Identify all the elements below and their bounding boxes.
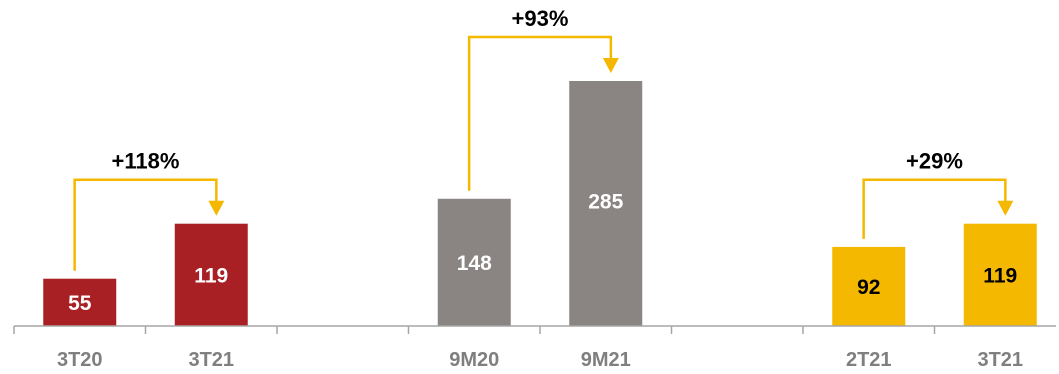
x-tick-label-0: 3T20 xyxy=(57,349,103,371)
data-label-5: 119 xyxy=(983,264,1017,287)
bar-3t21-5 xyxy=(963,223,1037,326)
bar-2t21-4 xyxy=(832,246,906,326)
growth-arrow-line-0 xyxy=(73,178,218,271)
growth-label-0: +118% xyxy=(112,149,180,174)
bar-3t21-1 xyxy=(174,223,248,326)
growth-arrow-head-1 xyxy=(602,58,619,73)
data-label-0: 55 xyxy=(68,292,92,315)
bar-9m21-3 xyxy=(569,81,643,326)
x-tick-label-3: 9M21 xyxy=(581,349,631,371)
bar-3t20-0 xyxy=(43,278,117,326)
growth-arrow-head-0 xyxy=(208,200,225,216)
data-label-1: 119 xyxy=(194,264,228,287)
x-tick-label-2: 9M20 xyxy=(449,349,499,371)
data-label-4: 92 xyxy=(857,276,880,299)
bar-9m20-2 xyxy=(437,198,511,326)
growth-label-2: +29% xyxy=(906,149,963,174)
x-tick-label-5: 3T21 xyxy=(977,349,1023,371)
x-tick-label-1: 3T21 xyxy=(188,349,234,371)
data-label-3: 285 xyxy=(588,191,623,214)
x-tick-label-4: 2T21 xyxy=(846,349,892,371)
growth-arrow-head-2 xyxy=(997,200,1014,216)
growth-label-1: +93% xyxy=(512,6,569,31)
data-label-2: 148 xyxy=(457,252,492,275)
growth-arrow-line-1 xyxy=(467,35,613,191)
growth-arrow-line-2 xyxy=(862,178,1007,239)
